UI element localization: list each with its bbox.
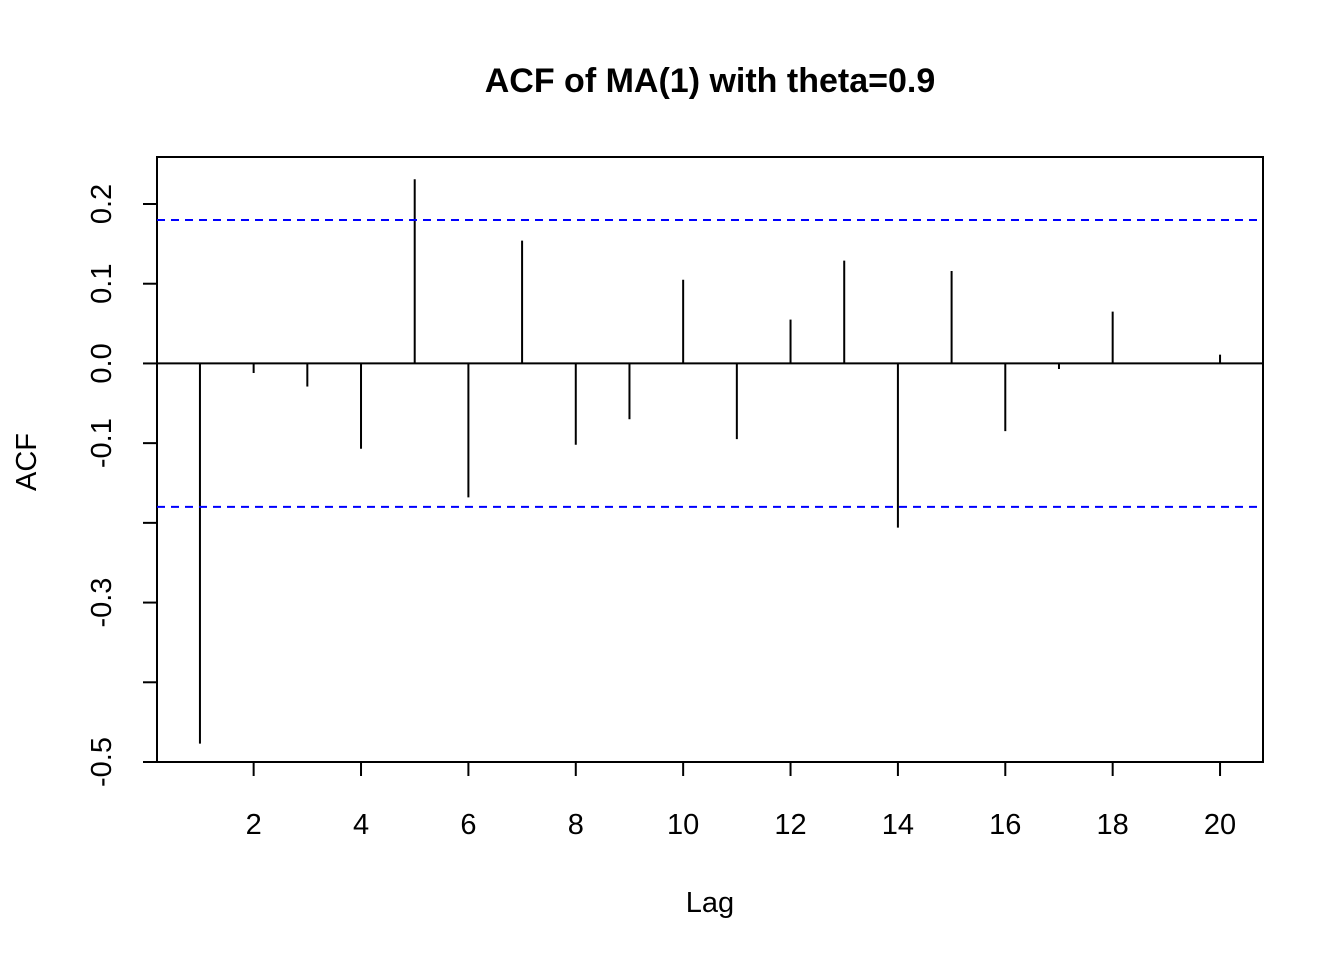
x-tick-label: 20 — [1204, 809, 1236, 841]
y-axis: -0.5 -0.3 -0.1 0.0 0.1 0.2 — [86, 184, 157, 787]
x-axis-label: Lag — [686, 887, 734, 919]
x-tick-label: 16 — [989, 809, 1021, 841]
y-axis-label: ACF — [11, 433, 43, 491]
x-tick-label: 6 — [460, 809, 476, 841]
x-tick-label: 10 — [667, 809, 699, 841]
x-tick-label: 4 — [353, 809, 369, 841]
y-tick-label: 0.0 — [86, 343, 118, 383]
x-tick-label: 12 — [774, 809, 806, 841]
y-tick-label: 0.1 — [86, 264, 118, 304]
confidence-bounds — [157, 218, 1263, 508]
acf-bars — [157, 179, 1263, 744]
x-axis: 2 4 6 8 10 12 14 16 18 20 — [246, 762, 1236, 841]
x-tick-label: 2 — [246, 809, 262, 841]
x-tick-label: 8 — [568, 809, 584, 841]
plot-frame — [156, 156, 1264, 763]
y-tick-label: -0.3 — [86, 578, 118, 628]
chart-title: ACF of MA(1) with theta=0.9 — [485, 62, 936, 100]
y-tick-label: 0.2 — [86, 184, 118, 224]
y-tick-label: -0.1 — [86, 418, 118, 468]
x-tick-label: 18 — [1097, 809, 1129, 841]
y-tick-label: -0.5 — [86, 737, 118, 787]
x-tick-label: 14 — [882, 809, 914, 841]
